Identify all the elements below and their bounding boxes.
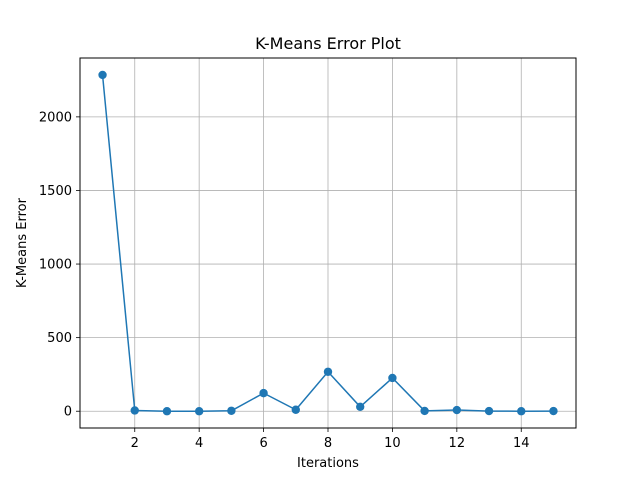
x-tick-label: 4: [195, 436, 203, 451]
data-point: [517, 407, 526, 416]
data-point: [162, 407, 172, 416]
x-tick-label: 14: [513, 436, 530, 451]
y-tick-label: 2000: [39, 110, 72, 125]
y-tick-label: 0: [64, 405, 72, 420]
x-tick-label: 12: [449, 436, 466, 451]
data-point: [130, 406, 139, 415]
data-point: [291, 405, 300, 414]
y-tick-label: 1000: [39, 258, 72, 273]
series-layer: [98, 70, 558, 416]
x-axis-label: Iterations: [297, 456, 359, 471]
chart-title: K-Means Error Plot: [255, 34, 401, 53]
x-tick-label: 6: [259, 436, 267, 451]
y-axis-label: K-Means Error: [15, 197, 30, 288]
x-tick-label: 2: [131, 436, 139, 451]
data-point: [420, 406, 429, 416]
data-point: [484, 406, 494, 416]
data-point: [452, 405, 462, 415]
y-tick-label: 500: [47, 331, 72, 346]
y-tick-label: 1500: [39, 184, 72, 199]
data-point: [259, 388, 268, 398]
x-tick-label: 10: [384, 436, 401, 451]
grid: [80, 58, 576, 428]
ticks: 2 4 6 8 10 12 14 0 500 1000 1500 2000: [39, 110, 530, 451]
data-point: [323, 367, 333, 376]
data-point: [98, 70, 107, 80]
data-point: [549, 406, 558, 416]
x-tick-label: 8: [324, 436, 332, 451]
data-point: [388, 373, 397, 383]
data-point: [194, 407, 204, 416]
data-point: [356, 402, 365, 412]
data-point: [227, 406, 236, 415]
